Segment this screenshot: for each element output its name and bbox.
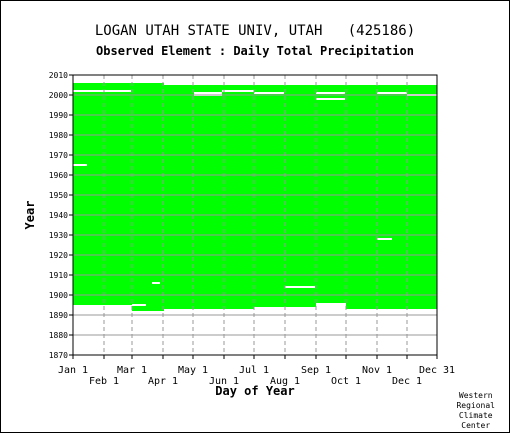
x-tick-label: Feb 1 (89, 376, 119, 387)
x-tick-label: Oct 1 (331, 376, 361, 387)
data-coverage-block (164, 85, 254, 309)
x-tick-label: Mar 1 (117, 365, 147, 376)
x-tick-label: Dec 1 (392, 376, 422, 387)
y-tick-label: 1960 (49, 171, 68, 180)
data-coverage-block (73, 83, 132, 305)
credit-line: Regional (456, 401, 495, 410)
credit-line: Center (461, 421, 491, 430)
y-tick-label: 1880 (49, 331, 68, 340)
y-tick-label: 1890 (49, 311, 68, 320)
y-tick-label: 1920 (49, 251, 68, 260)
y-tick-label: 1910 (49, 271, 68, 280)
data-gap (254, 92, 284, 94)
y-tick-label: 1930 (49, 231, 68, 240)
data-gap (316, 92, 345, 94)
y-axis-label: Year (23, 201, 37, 230)
y-tick-label: 1990 (49, 111, 68, 120)
y-tick-label: 1970 (49, 151, 68, 160)
data-coverage-block (316, 85, 346, 303)
data-gap (377, 92, 407, 94)
x-tick-label: Sep 1 (301, 365, 331, 376)
y-tick-label: 1940 (49, 211, 68, 220)
x-axis-label: Day of Year (215, 384, 294, 398)
plot-border (72, 74, 438, 356)
y-tick-label: 1900 (49, 291, 68, 300)
x-tick-label: Jun 1 (209, 376, 239, 387)
y-tick-label: 1980 (49, 131, 68, 140)
y-tick-label: 2010 (49, 71, 68, 80)
x-tick-label: Aug 1 (270, 376, 300, 387)
y-tick-label: 1950 (49, 191, 68, 200)
data-gap (285, 286, 315, 288)
x-tick-label: Apr 1 (148, 376, 178, 387)
data-gap (316, 98, 345, 100)
x-tick-label: Jan 1 (58, 365, 88, 376)
x-tick-label: May 1 (178, 365, 208, 376)
data-gap (194, 92, 222, 94)
data-gap (222, 90, 254, 92)
data-coverage-block (132, 83, 164, 311)
data-gap (152, 282, 160, 284)
data-gap (132, 304, 146, 306)
x-tick-label: Nov 1 (362, 365, 392, 376)
data-gap (73, 164, 87, 166)
data-gap (73, 90, 131, 92)
x-tick-label: Jul 1 (239, 365, 269, 376)
y-tick-label: 1870 (49, 351, 68, 360)
data-gap (377, 238, 392, 240)
chart-title: LOGAN UTAH STATE UNIV, UTAH (425186) (94, 23, 416, 39)
credit-block: Western Regional Climate Center (456, 391, 495, 431)
credit-line: Climate (458, 411, 493, 420)
credit-line: Western (458, 391, 493, 400)
data-coverage-block (346, 85, 437, 309)
chart-subtitle: Observed Element : Daily Total Precipita… (96, 44, 414, 58)
x-tick-label: Dec 31 (419, 365, 455, 376)
y-tick-label: 2000 (49, 91, 68, 100)
